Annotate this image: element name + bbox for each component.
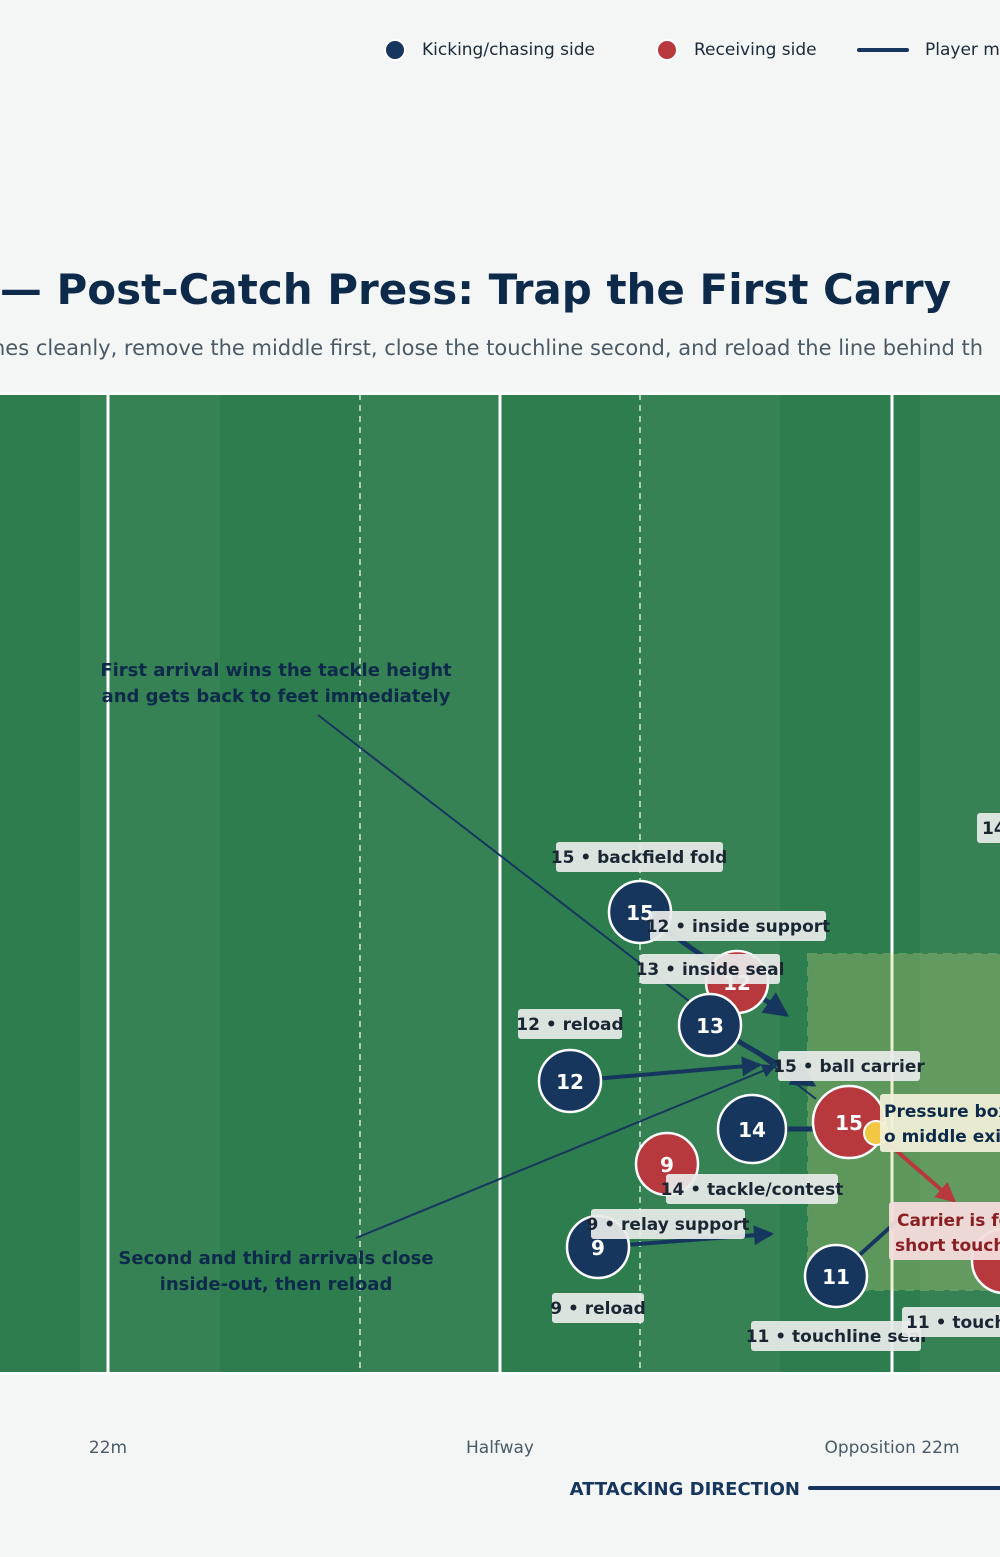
page-subtitle: hes cleanly, remove the middle first, cl… — [0, 336, 984, 360]
label-k14: 14 • tackle/contest — [661, 1174, 844, 1204]
kicking-player-12: 12 — [537, 1048, 603, 1114]
legend-kicking-label: Kicking/chasing side — [422, 40, 595, 60]
r14-label-text: 14 — [982, 819, 1000, 839]
label-k13: 13 • inside seal — [636, 954, 785, 984]
kicking-12-number: 12 — [556, 1070, 584, 1094]
label-k9: 9 • reload — [550, 1293, 646, 1323]
r9-label-text: 9 • relay support — [587, 1215, 750, 1235]
label-k11: 11 • touchline seal — [746, 1321, 927, 1351]
label-r12: 12 • inside support — [646, 911, 831, 941]
receiving-side-dot-icon — [656, 39, 678, 61]
touchline-top — [0, 392, 1000, 395]
label-r11: 11 • touchl — [902, 1307, 1000, 1337]
k9-label-text: 9 • reload — [550, 1299, 646, 1319]
carrier-forced-line-1: Carrier is fo — [897, 1211, 1000, 1231]
k15-label-text: 15 • backfield fold — [551, 848, 728, 868]
attacking-direction-label: ATTACKING DIRECTION — [570, 1479, 800, 1500]
touchline-bottom — [0, 1372, 1000, 1375]
legend: Kicking/chasing side Receiving side Play… — [0, 36, 1000, 64]
marker-halfway: Halfway — [466, 1438, 534, 1458]
kicking-player-13: 13 — [677, 992, 743, 1058]
second-arrival-leader — [355, 1064, 777, 1239]
label-r14: 14 — [977, 813, 1000, 843]
legend-item-receiving: Receiving side — [656, 36, 817, 64]
kicking-player-11: 11 — [803, 1243, 869, 1309]
carrier-forced-note: Carrier is fo short touch — [889, 1202, 1000, 1260]
carrier-forced-line-2: short touch — [895, 1236, 1000, 1256]
k13-label-text: 13 • inside seal — [636, 960, 785, 980]
kicking-side-dot-icon — [384, 39, 406, 61]
k11-label-text: 11 • touchline seal — [746, 1327, 927, 1347]
receiving-9-number: 9 — [660, 1153, 674, 1177]
kicking-13-number: 13 — [696, 1014, 724, 1038]
movement-line-icon — [857, 48, 909, 52]
kicking-player-14: 14 — [716, 1093, 788, 1165]
kicking-14-number: 14 — [738, 1118, 766, 1142]
legend-receiving-label: Receiving side — [694, 40, 817, 60]
label-k15: 15 • backfield fold — [551, 842, 728, 872]
marker-22m: 22m — [89, 1438, 127, 1458]
second-arrival-note-line-1: Second and third arrivals close — [118, 1248, 433, 1269]
receiving-15-number: 15 — [835, 1111, 863, 1135]
legend-item-kicking: Kicking/chasing side — [384, 36, 595, 64]
r11-label-text: 11 • touchl — [906, 1313, 1000, 1333]
legend-movement-label: Player m — [925, 40, 1000, 60]
pressure-box-line-2: o middle exi — [884, 1127, 1000, 1147]
legend-item-movement: Player m — [857, 36, 1000, 64]
pressure-box-note: Pressure box o middle exi — [880, 1094, 1000, 1152]
marker-opposition-22m: Opposition 22m — [824, 1438, 959, 1458]
k14-label-text: 14 • tackle/contest — [661, 1180, 844, 1200]
page-title: 3 — Post-Catch Press: Trap the First Car… — [0, 265, 951, 314]
grass-stripe — [80, 394, 220, 1374]
pressure-box-line-1: Pressure box — [884, 1102, 1000, 1122]
kicking-11-number: 11 — [822, 1265, 850, 1289]
first-arrival-note-line-1: First arrival wins the tackle height — [100, 660, 452, 681]
k12-label-text: 12 • reload — [516, 1015, 623, 1035]
kicking-15-number: 15 — [626, 901, 654, 925]
first-arrival-note-line-2: and gets back to feet immediately — [102, 686, 451, 707]
r12-label-text: 12 • inside support — [646, 917, 831, 937]
kicking-9-number: 9 — [591, 1236, 605, 1260]
r15-label-text: 15 • ball carrier — [773, 1057, 925, 1077]
label-r15: 15 • ball carrier — [773, 1051, 925, 1081]
label-r9: 9 • relay support — [587, 1209, 750, 1239]
grass-stripe — [360, 394, 500, 1374]
pitch-diagram: 12 9 15 13 12 14 9 11 15 15 • backfield — [0, 392, 1000, 1500]
label-k12: 12 • reload — [516, 1009, 624, 1039]
second-arrival-note-line-2: inside-out, then reload — [160, 1274, 393, 1295]
